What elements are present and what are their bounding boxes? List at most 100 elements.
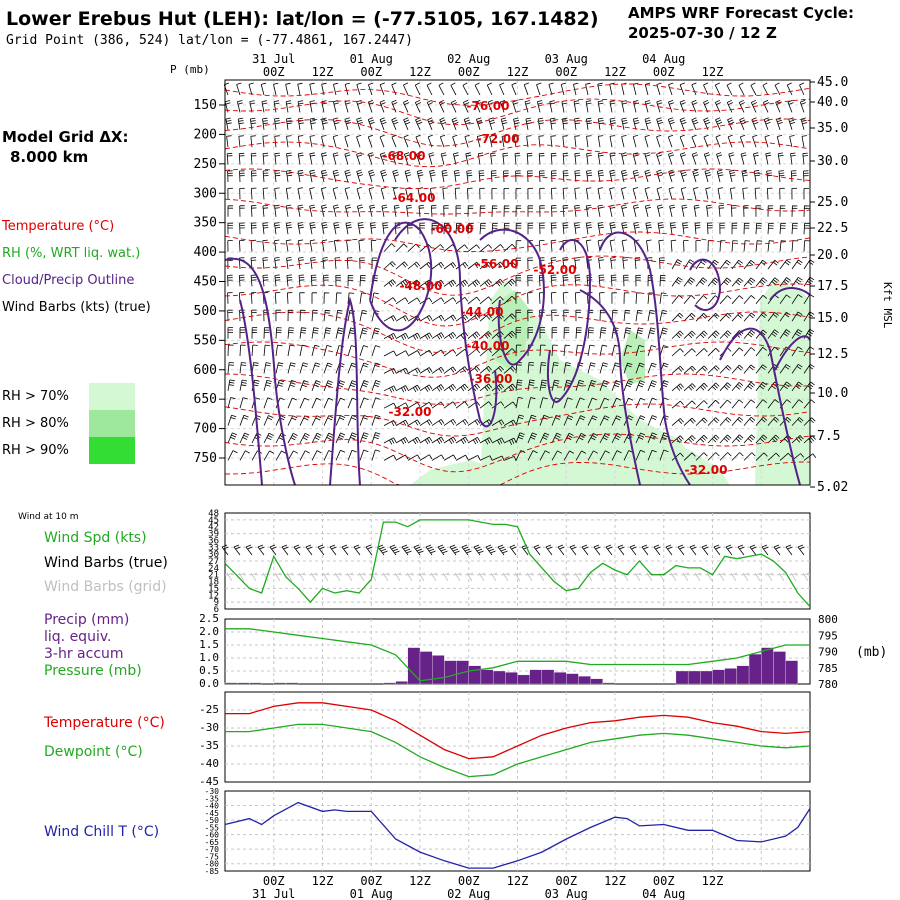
wind-barb (309, 100, 316, 113)
grid-wind-barb (274, 572, 282, 582)
wind-barb (683, 312, 696, 322)
wind-barb (562, 257, 569, 270)
wind-barb (550, 239, 557, 252)
bottom-hour-label: 00Z (360, 874, 382, 888)
wind-barb (743, 381, 756, 392)
wind-barb (371, 397, 381, 409)
rh-key-label: RH > 70% (2, 389, 69, 404)
wind-barb (585, 222, 592, 235)
wind-barb (239, 450, 250, 461)
temperature-contour (224, 255, 811, 296)
wind-barb (743, 205, 749, 217)
grid-wind-barb (598, 572, 606, 582)
wind-barb (587, 362, 596, 374)
wind-barb (251, 170, 257, 183)
temperature-contour-label: -32.00 (685, 463, 728, 477)
wind-barb (262, 257, 269, 270)
grid-wind-barb (418, 572, 426, 582)
wind-barb (431, 261, 445, 270)
wind-barb (691, 134, 697, 148)
wind-barb (706, 204, 712, 217)
wind-barb (755, 329, 767, 339)
wind-barb (419, 384, 433, 392)
wind-barb (574, 135, 580, 148)
wind-barb (776, 117, 783, 130)
wind-barb (403, 82, 409, 96)
wind-barb (479, 279, 493, 287)
true-wind-barb (593, 544, 601, 556)
grid-wind-barb (298, 572, 306, 582)
wind-barb (767, 329, 779, 339)
bottom-hour-label: 12Z (409, 874, 431, 888)
wind-barb (647, 327, 656, 339)
wind-barb (298, 257, 304, 270)
wind-barb (333, 82, 339, 96)
wind-barb (695, 452, 708, 461)
bottom-hour-label: 12Z (312, 874, 334, 888)
wind-barb (767, 222, 774, 235)
wind-barb (371, 345, 381, 357)
wind-barb (670, 239, 677, 252)
wind-barb (740, 152, 747, 165)
wind-barb (310, 274, 317, 287)
wind-barb (251, 362, 259, 374)
wind-barb (450, 82, 457, 96)
top-hour-label: 00Z (458, 65, 480, 79)
precip-bar (517, 674, 530, 685)
top-hour-label: 00Z (263, 65, 285, 79)
wind-barb (250, 239, 257, 252)
wind-barb (515, 397, 524, 409)
wind-barb (440, 152, 447, 165)
wind-barb (743, 277, 756, 287)
wind-barb (344, 204, 351, 217)
y-tick-label: 6 (214, 605, 219, 615)
wind-barb (621, 82, 627, 96)
wind-barb (286, 152, 292, 165)
wind-barb (777, 152, 784, 165)
wind-barb (644, 117, 652, 130)
wind-barb (671, 277, 683, 287)
true-wind-barb (317, 544, 325, 556)
wind-barb (803, 240, 810, 252)
y-tick-label: 39 (208, 530, 219, 540)
wind-barb (755, 399, 767, 409)
wind-barb (261, 100, 268, 113)
y-tick-label: 15 (208, 584, 219, 594)
wind-barb (703, 117, 711, 130)
wind-barb (669, 204, 676, 217)
y-tick-label: -80 (205, 860, 220, 869)
wind-barb (587, 327, 594, 339)
true-wind-barb (737, 544, 745, 556)
wind-barb (671, 330, 684, 339)
wind-barb (383, 279, 397, 287)
rh-key-swatch (89, 383, 135, 410)
wind-barb (668, 187, 674, 200)
wind-barb (704, 169, 712, 183)
cloud-outline-path (329, 296, 361, 486)
wind-barb (429, 169, 436, 183)
wind-barb (491, 437, 505, 445)
wind-barb (416, 152, 423, 165)
precip-bar (578, 676, 591, 685)
temperature-contour-labels: -76.00 -72.00 -68.00 -64.00 -60.00 -56.00 -52.… (383, 99, 728, 477)
wind-barb (490, 152, 496, 165)
wind-barb (335, 432, 346, 444)
wind-barb (671, 312, 684, 322)
wind-barb (467, 222, 474, 235)
wind-barb (539, 170, 545, 183)
wind-barb (623, 309, 631, 322)
wind-barb (767, 416, 780, 426)
wind-barb (503, 278, 516, 287)
pressure-tick-label: 780 (818, 678, 838, 691)
pressure-tick-label: 150 (194, 98, 217, 113)
bottom-hour-label: 00Z (653, 874, 675, 888)
grid-wind-barb (502, 572, 510, 582)
wind-barb (803, 435, 816, 444)
wind-barb (681, 204, 688, 217)
temperature-contour-label: -40.00 (467, 339, 510, 353)
wind-barb (309, 204, 316, 217)
wind-barb (407, 419, 421, 426)
wind-barb (656, 100, 663, 113)
wind-barb (767, 205, 774, 217)
